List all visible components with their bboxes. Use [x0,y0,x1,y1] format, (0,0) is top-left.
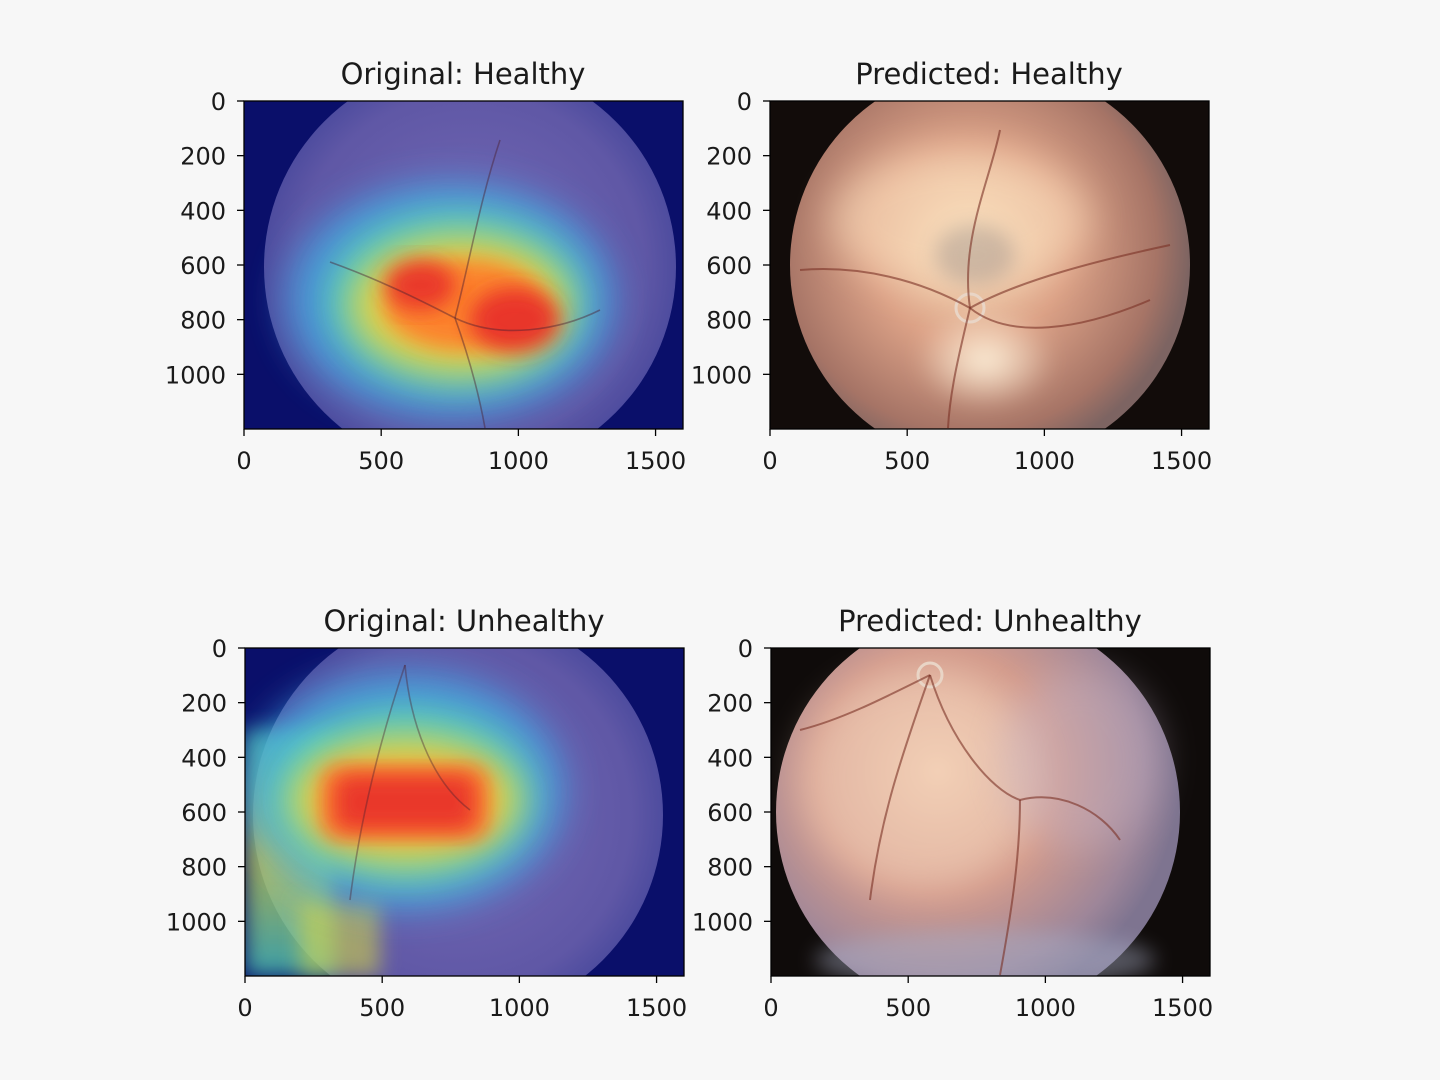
y-tick-label: 200 [181,690,227,718]
x-tick-label: 1000 [489,994,550,1022]
y-tick-label: 800 [181,854,227,882]
y-tick-label: 400 [181,744,227,772]
y-tick-label: 1000 [691,361,752,389]
x-tick-label: 0 [762,447,777,475]
panel-title: Predicted: Healthy [855,57,1123,91]
x-tick-label: 1500 [626,994,687,1022]
y-tick-label: 800 [706,307,752,335]
y-tick-label: 200 [180,143,226,171]
y-tick-label: 0 [211,88,226,116]
y-tick-label: 800 [707,854,753,882]
y-tick-label: 0 [737,88,752,116]
y-tick-label: 200 [707,690,753,718]
y-tick-label: 600 [706,252,752,280]
panel-title: Original: Healthy [341,57,586,91]
x-tick-label: 0 [763,994,778,1022]
x-tick-label: 500 [884,447,930,475]
panel-original-unhealthy [244,647,685,977]
x-tick-label: 500 [885,994,931,1022]
heatmap-image [245,648,684,976]
x-tick-label: 1000 [488,447,549,475]
y-tick-label: 800 [180,307,226,335]
fundus-image [770,101,1209,429]
x-tick-label: 500 [359,994,405,1022]
x-tick-label: 0 [236,447,251,475]
y-tick-label: 400 [706,197,752,225]
y-tick-label: 1000 [166,908,227,936]
y-tick-label: 400 [180,197,226,225]
x-tick-label: 500 [358,447,404,475]
x-tick-label: 1500 [625,447,686,475]
x-tick-label: 1500 [1151,447,1212,475]
y-tick-label: 600 [181,799,227,827]
x-tick-label: 1000 [1015,994,1076,1022]
panel-predicted-unhealthy [770,647,1211,977]
y-tick-label: 600 [180,252,226,280]
x-tick-label: 1500 [1152,994,1213,1022]
y-tick-label: 1000 [165,361,226,389]
fundus-image [771,648,1210,976]
heatmap-image [244,101,683,429]
panel-title: Original: Unhealthy [323,604,604,638]
y-tick-label: 0 [212,635,227,663]
panel-title: Predicted: Unhealthy [838,604,1142,638]
y-tick-label: 200 [706,143,752,171]
y-tick-label: 1000 [692,908,753,936]
panel-predicted-healthy [769,100,1210,430]
axes-ticks: 0 500 1000 1500 0 200 400 600 800 1000 0 500 1000 150… [165,88,1213,1022]
y-tick-label: 600 [707,799,753,827]
panel-original-healthy [243,100,684,430]
x-tick-label: 1000 [1014,447,1075,475]
y-tick-label: 400 [707,744,753,772]
y-tick-label: 0 [738,635,753,663]
x-tick-label: 0 [237,994,252,1022]
